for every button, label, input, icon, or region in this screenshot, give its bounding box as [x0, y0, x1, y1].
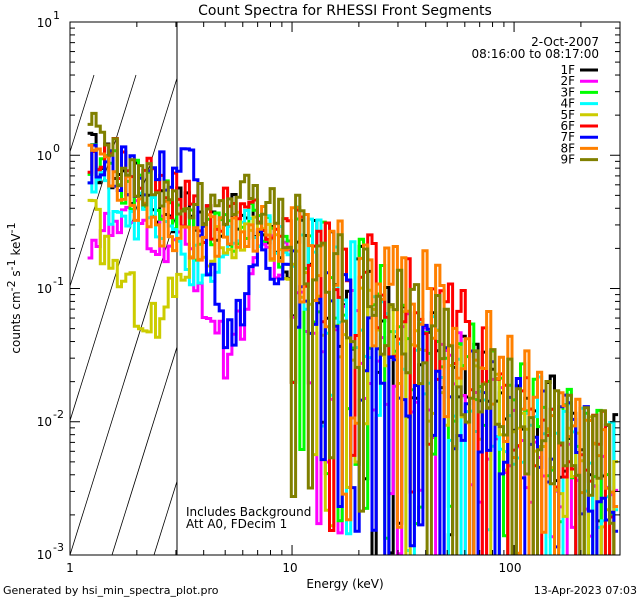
legend-date: 2-Oct-2007 [531, 35, 599, 49]
y-axis-title-mid: s [9, 270, 23, 280]
y-tick-base: 10 [37, 548, 52, 562]
x-axis-title: Energy (keV) [306, 577, 383, 591]
y-tick-exp: 1 [53, 9, 60, 22]
x-tick-label-1: 1 [66, 561, 74, 575]
y-tick-exp: 0 [53, 142, 60, 155]
y-tick-exp: -3 [53, 541, 64, 554]
hatch-line [111, 345, 177, 555]
y-tick-label-1e1: 10 1 [37, 9, 60, 30]
chart-title: Count Spectra for RHESSI Front Segments [198, 3, 492, 19]
series-layer [87, 111, 619, 555]
y-tick-base: 10 [37, 415, 52, 429]
y-tick-label-1e-1: 10 -1 [37, 275, 64, 296]
y-tick-base: 10 [37, 149, 52, 163]
y-tick-label-1e-2: 10 -2 [37, 408, 64, 429]
legend-time-range: 08:16:00 to 08:17:00 [472, 47, 599, 61]
y-tick-base: 10 [37, 282, 52, 296]
footer-timestamp: 13-Apr-2023 07:03 [534, 584, 637, 597]
y-axis-title-base: counts cm [9, 291, 23, 353]
y-axis-title: counts cm-2 s-1 keV-1 [5, 222, 23, 353]
legend-label-5F: 5F [560, 108, 575, 122]
series-line-9F [87, 111, 616, 555]
legend-label-8F: 8F [560, 141, 575, 155]
footer-generator: Generated by hsi_min_spectra_plot.pro [3, 584, 219, 597]
y-tick-label-1e-3: 10 -3 [37, 541, 64, 562]
hatch-line [70, 76, 177, 422]
y-tick-exp: -1 [53, 275, 64, 288]
y-axis-title-exp3: -1 [5, 222, 18, 233]
annotation-background: Includes Background [186, 505, 311, 519]
x-tick-label-10: 10 [282, 561, 297, 575]
y-tick-label-1e0: 10 0 [37, 142, 60, 163]
legend-label-4F: 4F [560, 97, 575, 111]
x-tick-label-100: 100 [499, 561, 522, 575]
hatch-line [70, 211, 177, 555]
legend-label-2F: 2F [560, 74, 575, 88]
legend-label-3F: 3F [560, 85, 575, 99]
legend-label-1F: 1F [560, 63, 575, 77]
legend-label-7F: 7F [560, 130, 575, 144]
legend-label-6F: 6F [560, 119, 575, 133]
y-axis-title-end: keV [9, 233, 23, 260]
annotation-attenuator: Att A0, FDecim 1 [186, 517, 287, 531]
y-axis-title-exp1: -2 [5, 280, 18, 291]
y-tick-base: 10 [37, 16, 52, 30]
axis-ticks [69, 22, 621, 556]
legend-label-9F: 9F [560, 153, 575, 167]
y-axis-title-exp2: -1 [5, 259, 18, 270]
y-tick-exp: -2 [53, 408, 64, 421]
